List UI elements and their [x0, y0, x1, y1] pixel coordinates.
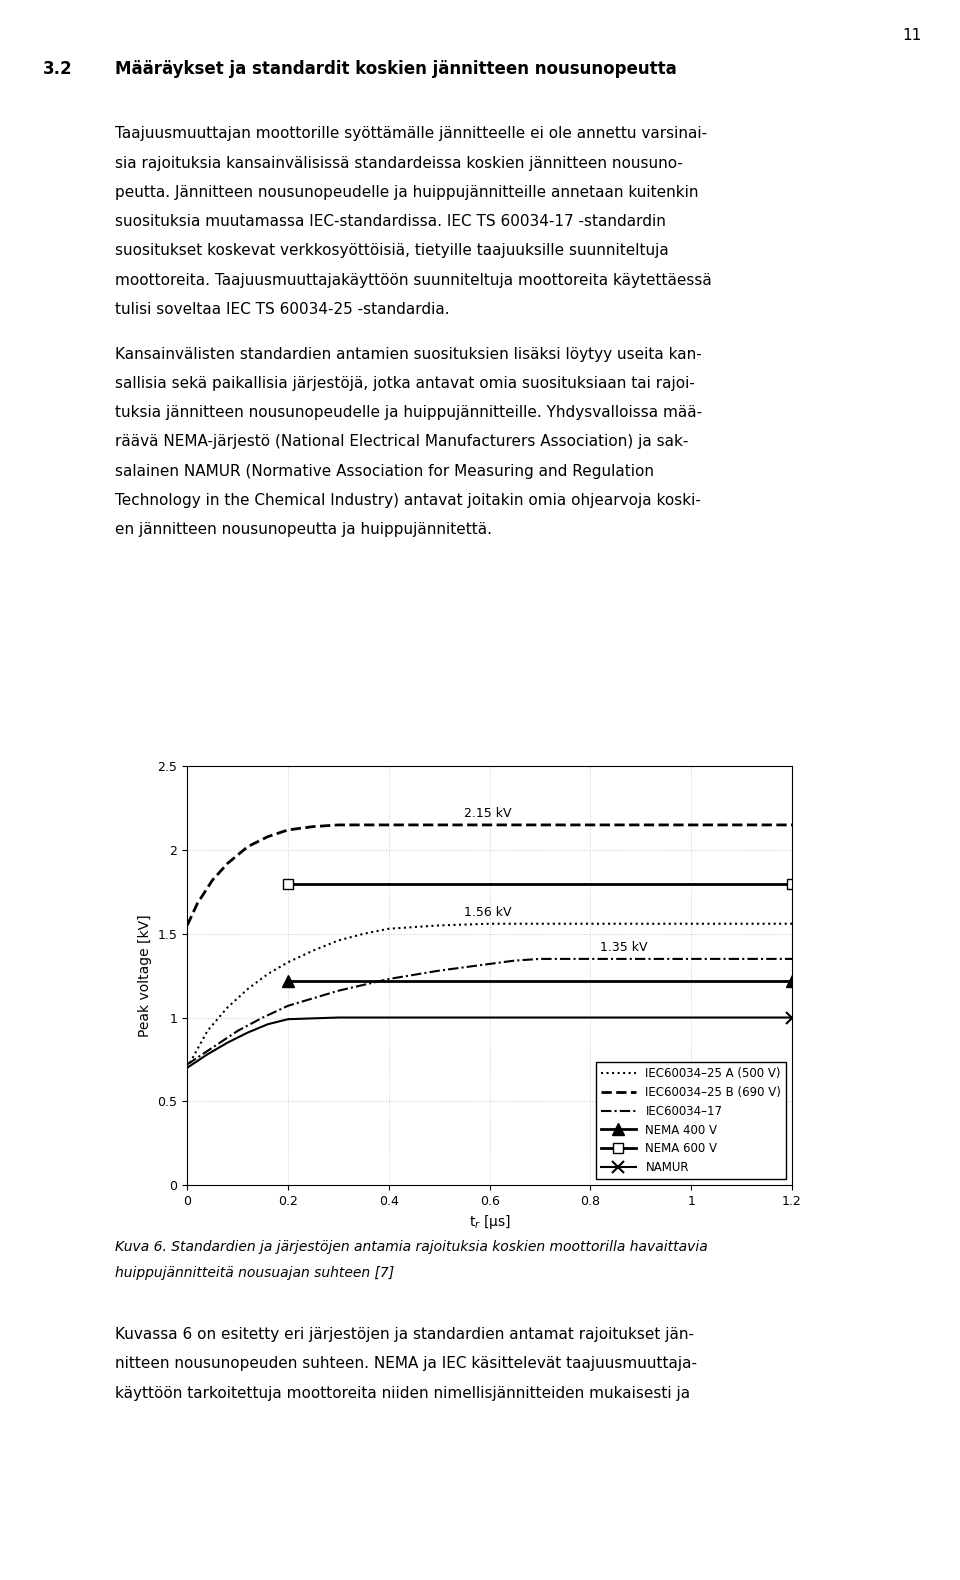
Text: Kuvassa 6 on esitetty eri järjestöjen ja standardien antamat rajoitukset jän-: Kuvassa 6 on esitetty eri järjestöjen ja… — [115, 1327, 694, 1341]
IEC60034–25 A (500 V) — [202, 1021, 213, 1040]
IEC60034–25 A (500 V) — [282, 953, 294, 972]
IEC60034–25 B (690 V) — [332, 815, 344, 834]
IEC60034–25 B (690 V) — [434, 815, 445, 834]
Y-axis label: Peak voltage [kV]: Peak voltage [kV] — [138, 915, 152, 1036]
IEC60034–17 — [383, 970, 395, 989]
NAMUR — [282, 1010, 294, 1029]
IEC60034–25 A (500 V) — [685, 915, 697, 934]
NAMUR — [262, 1014, 274, 1033]
IEC60034–25 A (500 V) — [307, 942, 319, 961]
IEC60034–25 A (500 V) — [434, 916, 445, 935]
IEC60034–25 B (690 V) — [786, 815, 798, 834]
Text: suositukset koskevat verkkosyöttöisiä, tietyille taajuuksille suunniteltuja: suositukset koskevat verkkosyöttöisiä, t… — [115, 243, 669, 258]
NAMUR — [332, 1008, 344, 1027]
IEC60034–17 — [282, 997, 294, 1016]
X-axis label: t$_r$ [μs]: t$_r$ [μs] — [468, 1213, 511, 1231]
Text: 1.35 kV: 1.35 kV — [601, 940, 648, 954]
NAMUR — [202, 1044, 213, 1063]
IEC60034–25 A (500 V) — [262, 964, 274, 983]
IEC60034–17 — [181, 1055, 193, 1074]
IEC60034–17 — [484, 954, 495, 973]
IEC60034–25 A (500 V) — [358, 924, 370, 943]
Text: Kuva 6. Standardien ja järjestöjen antamia rajoituksia koskien moottorilla havai: Kuva 6. Standardien ja järjestöjen antam… — [115, 1240, 708, 1255]
Text: Määräykset ja standardit koskien jännitteen nousunopeutta: Määräykset ja standardit koskien jännitt… — [115, 60, 677, 77]
IEC60034–25 A (500 V) — [242, 980, 253, 999]
IEC60034–25 B (690 V) — [282, 820, 294, 839]
NAMUR — [181, 1059, 193, 1078]
IEC60034–17 — [232, 1021, 244, 1040]
Line: NAMUR: NAMUR — [181, 1011, 798, 1073]
Text: Taajuusmuuttajan moottorille syöttämälle jännitteelle ei ole annettu varsinai-: Taajuusmuuttajan moottorille syöttämälle… — [115, 126, 708, 141]
IEC60034–25 B (690 V) — [307, 817, 319, 836]
Text: nitteen nousunopeuden suhteen. NEMA ja IEC käsittelevät taajuusmuuttaja-: nitteen nousunopeuden suhteen. NEMA ja I… — [115, 1356, 697, 1371]
Text: 11: 11 — [902, 28, 922, 43]
IEC60034–25 A (500 V) — [534, 915, 545, 934]
Text: peutta. Jännitteen nousunopeudelle ja huippujännitteille annetaan kuitenkin: peutta. Jännitteen nousunopeudelle ja hu… — [115, 185, 699, 199]
Text: sia rajoituksia kansainvälisissä standardeissa koskien jännitteen nousuno-: sia rajoituksia kansainvälisissä standar… — [115, 155, 684, 171]
IEC60034–17 — [257, 1008, 269, 1027]
NAMUR — [484, 1008, 495, 1027]
Text: tulisi soveltaa IEC TS 60034-25 -standardia.: tulisi soveltaa IEC TS 60034-25 -standar… — [115, 302, 450, 316]
IEC60034–17 — [786, 950, 798, 969]
Text: Kansainvälisten standardien antamien suosituksien lisäksi löytyy useita kan-: Kansainvälisten standardien antamien suo… — [115, 346, 702, 362]
Line: IEC60034–17: IEC60034–17 — [187, 959, 792, 1065]
NAMUR — [434, 1008, 445, 1027]
IEC60034–25 B (690 V) — [242, 837, 253, 856]
Line: IEC60034–25 B (690 V): IEC60034–25 B (690 V) — [187, 825, 792, 926]
IEC60034–25 A (500 V) — [383, 920, 395, 939]
IEC60034–17 — [206, 1038, 218, 1057]
IEC60034–17 — [685, 950, 697, 969]
Text: moottoreita. Taajuusmuuttajakäyttöön suunniteltuja moottoreita käytettäessä: moottoreita. Taajuusmuuttajakäyttöön suu… — [115, 272, 712, 288]
Text: 3.2: 3.2 — [43, 60, 73, 77]
NAMUR — [585, 1008, 596, 1027]
Text: sallisia sekä paikallisia järjestöjä, jotka antavat omia suosituksiaan tai rajoi: sallisia sekä paikallisia järjestöjä, jo… — [115, 376, 695, 390]
Text: en jännitteen nousunopeutta ja huippujännitettä.: en jännitteen nousunopeutta ja huippujän… — [115, 521, 492, 537]
NAMUR — [242, 1024, 253, 1043]
Text: käyttöön tarkoitettuja moottoreita niiden nimellisjännitteiden mukaisesti ja: käyttöön tarkoitettuja moottoreita niide… — [115, 1386, 690, 1400]
Text: suosituksia muutamassa IEC-standardissa. IEC TS 60034-17 -standardin: suosituksia muutamassa IEC-standardissa.… — [115, 213, 666, 229]
IEC60034–25 B (690 V) — [262, 828, 274, 847]
Text: räävä NEMA-järjestö (National Electrical Manufacturers Association) ja sak-: räävä NEMA-järjestö (National Electrical… — [115, 435, 688, 449]
IEC60034–17 — [509, 951, 520, 970]
IEC60034–17 — [332, 981, 344, 1000]
Text: 2.15 kV: 2.15 kV — [465, 807, 512, 820]
IEC60034–25 A (500 V) — [786, 915, 798, 934]
IEC60034–25 B (690 V) — [383, 815, 395, 834]
IEC60034–25 B (690 V) — [358, 815, 370, 834]
Legend: IEC60034–25 A (500 V), IEC60034–25 B (690 V), IEC60034–17, NEMA 400 V, NEMA 600 : IEC60034–25 A (500 V), IEC60034–25 B (69… — [596, 1062, 786, 1179]
NAMUR — [222, 1033, 233, 1052]
IEC60034–25 B (690 V) — [484, 815, 495, 834]
IEC60034–25 B (690 V) — [206, 871, 218, 890]
NAMUR — [685, 1008, 697, 1027]
Line: IEC60034–25 A (500 V): IEC60034–25 A (500 V) — [187, 924, 792, 1068]
IEC60034–25 A (500 V) — [181, 1059, 193, 1078]
IEC60034–25 A (500 V) — [222, 999, 233, 1018]
IEC60034–17 — [534, 950, 545, 969]
IEC60034–25 B (690 V) — [181, 916, 193, 935]
Text: huippujännitteitä nousuajan suhteen [7]: huippujännitteitä nousuajan suhteen [7] — [115, 1266, 395, 1280]
IEC60034–17 — [585, 950, 596, 969]
IEC60034–25 A (500 V) — [585, 915, 596, 934]
Text: tuksia jännitteen nousunopeudelle ja huippujännitteille. Yhdysvalloissa mää-: tuksia jännitteen nousunopeudelle ja hui… — [115, 404, 703, 420]
IEC60034–25 A (500 V) — [484, 915, 495, 934]
IEC60034–25 B (690 V) — [585, 815, 596, 834]
NAMUR — [383, 1008, 395, 1027]
IEC60034–25 B (690 V) — [222, 853, 233, 872]
Text: salainen NAMUR (Normative Association for Measuring and Regulation: salainen NAMUR (Normative Association fo… — [115, 463, 654, 479]
NAMUR — [534, 1008, 545, 1027]
Text: Technology in the Chemical Industry) antavat joitakin omia ohjearvoja koski-: Technology in the Chemical Industry) ant… — [115, 493, 701, 507]
IEC60034–25 A (500 V) — [332, 931, 344, 950]
Text: 1.56 kV: 1.56 kV — [465, 905, 512, 918]
IEC60034–25 B (690 V) — [685, 815, 697, 834]
IEC60034–17 — [434, 961, 445, 980]
IEC60034–25 B (690 V) — [192, 894, 204, 913]
NAMUR — [786, 1008, 798, 1027]
